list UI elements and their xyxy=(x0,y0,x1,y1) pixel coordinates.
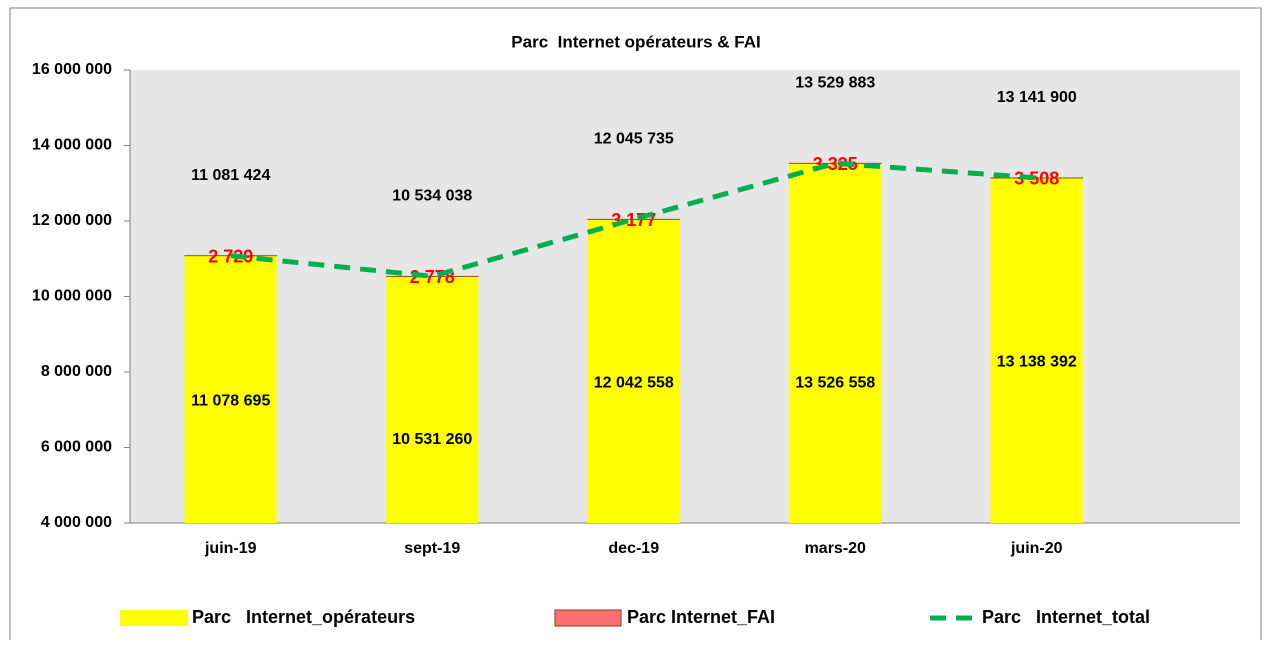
bar-segment xyxy=(386,276,478,523)
y-tick-label: 12 000 000 xyxy=(32,212,112,229)
value-label: 12 042 558 xyxy=(594,374,674,391)
value-label: 10 534 038 xyxy=(392,188,472,205)
y-tick-label: 4 000 000 xyxy=(41,514,112,531)
x-tick-label: juin-20 xyxy=(1010,540,1063,557)
x-tick-label: mars-20 xyxy=(805,540,866,557)
value-label: 13 529 883 xyxy=(795,74,875,91)
legend-label: Parc Internet_FAI xyxy=(627,607,775,627)
bar-segment xyxy=(991,178,1083,523)
x-tick-label: juin-19 xyxy=(204,540,257,557)
bar-segment xyxy=(588,219,680,523)
chart-title: Parc Internet opérateurs & FAI xyxy=(511,32,760,51)
value-label: 10 531 260 xyxy=(392,431,472,448)
y-tick-label: 14 000 000 xyxy=(32,137,112,154)
bar-segment xyxy=(185,256,277,523)
legend-label: Parc Internet_total xyxy=(982,607,1150,627)
y-tick-label: 8 000 000 xyxy=(41,363,112,380)
legend-swatch xyxy=(120,610,188,626)
y-tick-label: 10 000 000 xyxy=(32,288,112,305)
value-label: 13 138 392 xyxy=(997,354,1077,371)
value-label: 12 045 735 xyxy=(594,130,674,147)
value-label: 13 141 900 xyxy=(997,89,1077,106)
legend-label: Parc Internet_opérateurs xyxy=(192,607,415,627)
x-tick-label: dec-19 xyxy=(608,540,659,557)
y-tick-label: 16 000 000 xyxy=(32,61,112,78)
y-tick-label: 6 000 000 xyxy=(41,439,112,456)
bar-segment xyxy=(789,163,881,523)
legend-swatch xyxy=(555,610,621,626)
value-label: 13 526 558 xyxy=(795,374,875,391)
value-label: 11 078 695 xyxy=(191,393,270,410)
value-label: 11 081 424 xyxy=(191,167,270,184)
x-tick-label: sept-19 xyxy=(404,540,460,557)
